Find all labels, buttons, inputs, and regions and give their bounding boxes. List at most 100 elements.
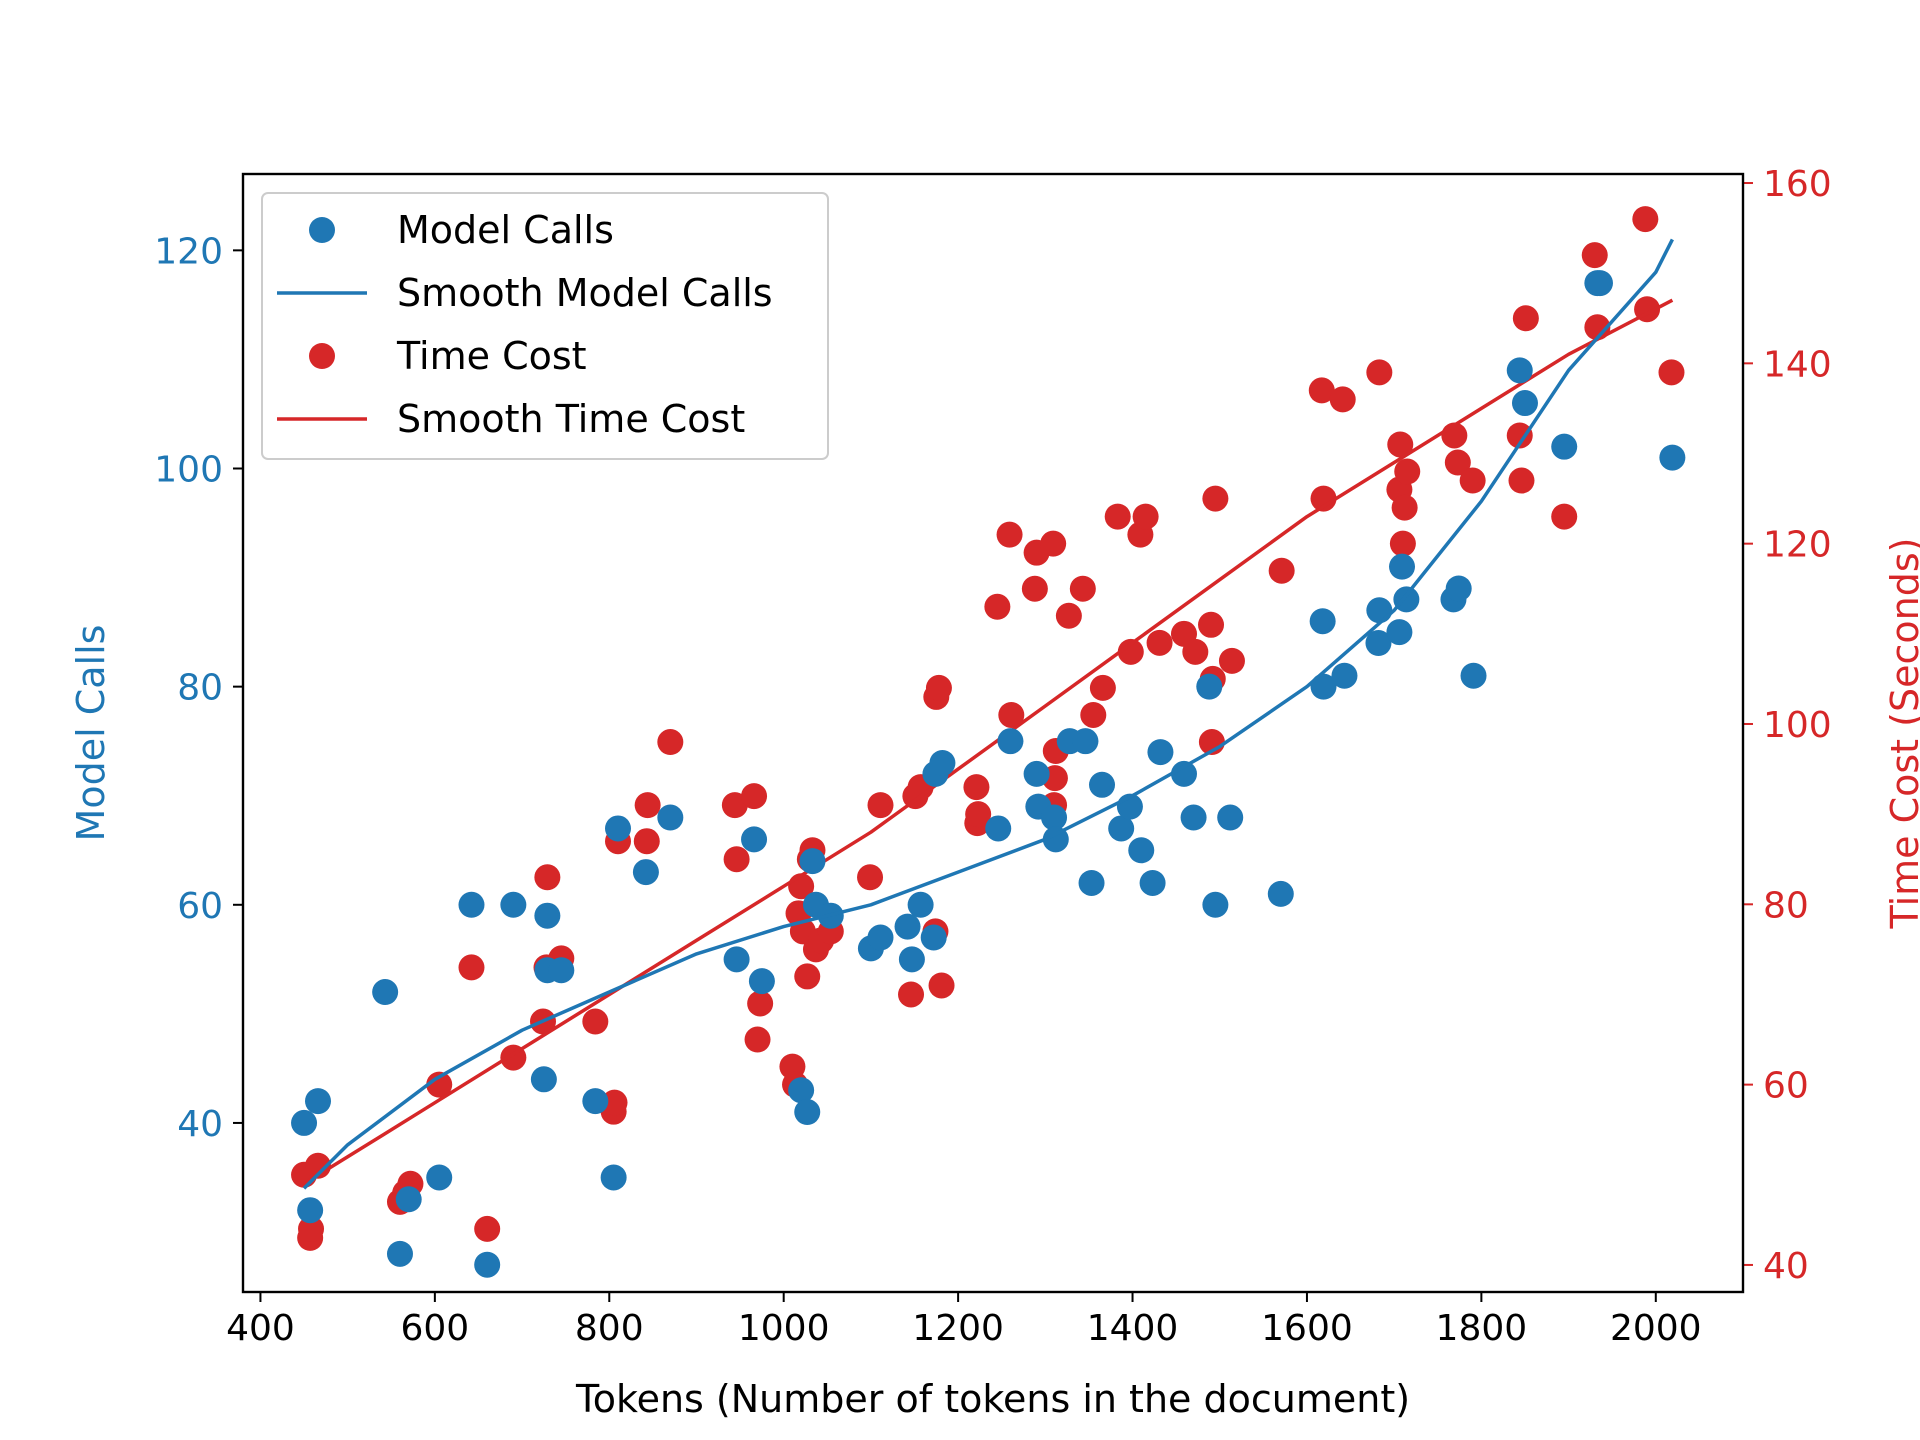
time-cost-point — [298, 1215, 325, 1242]
time-cost-point — [984, 593, 1011, 620]
time-cost-point — [1632, 206, 1659, 233]
model-calls-point — [632, 859, 659, 886]
time-cost-point — [1089, 674, 1116, 701]
model-calls-point — [799, 848, 826, 875]
legend-label-model-calls: Model Calls — [397, 208, 614, 252]
model-calls-point — [1217, 804, 1244, 831]
time-cost-point — [1508, 467, 1535, 494]
model-calls-point — [1586, 270, 1613, 297]
time-cost-point — [1506, 422, 1533, 449]
time-cost-point — [925, 674, 952, 701]
legend-label-smooth-time-cost: Smooth Time Cost — [397, 397, 745, 441]
time-cost-point — [474, 1215, 501, 1242]
model-calls-point — [985, 815, 1012, 842]
model-calls-point — [1180, 804, 1207, 831]
time-cost-point — [867, 792, 894, 819]
model-calls-point — [657, 804, 684, 831]
time-cost-point — [1202, 485, 1229, 512]
x-tick-label: 1200 — [912, 1308, 1004, 1349]
model-calls-point — [1072, 728, 1099, 755]
y-axis-label-right: Time Cost (Seconds) — [1883, 538, 1920, 930]
model-calls-point — [1170, 760, 1197, 787]
x-tick-label: 600 — [401, 1308, 470, 1349]
model-calls-point — [907, 891, 934, 918]
time-cost-point — [1308, 377, 1335, 404]
model-calls-point — [1041, 804, 1068, 831]
model-calls-point — [1202, 891, 1229, 918]
time-cost-point — [1459, 467, 1486, 494]
model-calls-point — [605, 815, 631, 842]
y-left-tick-label: 100 — [154, 449, 223, 490]
legend: Model Calls Smooth Model Calls Time Cost… — [261, 192, 829, 460]
model-calls-point — [1023, 760, 1050, 787]
model-calls-point — [386, 1240, 413, 1267]
time-cost-point — [1389, 530, 1416, 557]
model-calls-point — [305, 1088, 331, 1115]
model-calls-point — [1108, 815, 1135, 842]
y-axis-label-left: Model Calls — [69, 625, 113, 842]
time-cost-point — [1040, 530, 1067, 557]
y-left-tick-label: 80 — [177, 668, 223, 709]
model-calls-point — [1309, 608, 1336, 635]
model-calls-point — [794, 1099, 821, 1126]
x-tick-label: 1600 — [1261, 1308, 1353, 1349]
time-cost-point — [458, 954, 485, 981]
time-cost-point — [426, 1071, 453, 1098]
time-cost-point — [1584, 314, 1611, 341]
legend-marker-model-calls — [309, 217, 335, 243]
legend-box — [261, 192, 829, 460]
model-calls-point — [297, 1197, 324, 1224]
time-cost-point — [741, 783, 768, 810]
x-tick-label: 1400 — [1087, 1308, 1179, 1349]
time-cost-point — [1658, 359, 1685, 386]
time-cost-point — [1551, 503, 1578, 530]
y-right-tick-label: 40 — [1763, 1246, 1809, 1287]
time-cost-point — [998, 701, 1025, 728]
x-tick-label: 800 — [575, 1308, 644, 1349]
model-calls-point — [1196, 673, 1223, 700]
time-cost-point — [1310, 485, 1337, 512]
y-left-tick-label: 40 — [177, 1104, 223, 1145]
model-calls-point — [741, 826, 768, 853]
model-calls-point — [1551, 433, 1578, 460]
model-calls-point — [372, 979, 399, 1006]
model-calls-point — [1511, 390, 1538, 417]
model-calls-point — [929, 749, 956, 776]
time-cost-point — [1329, 386, 1356, 413]
time-cost-point — [1268, 557, 1295, 584]
time-cost-point — [794, 963, 821, 990]
model-calls-point — [1386, 619, 1413, 646]
model-calls-point — [600, 1164, 627, 1191]
model-calls-point — [474, 1251, 501, 1278]
time-cost-point — [1512, 305, 1539, 332]
time-cost-point — [747, 990, 774, 1017]
time-cost-point — [1182, 638, 1209, 665]
time-cost-point — [928, 972, 955, 999]
y-left-tick-label: 60 — [177, 886, 223, 927]
smooth-model-calls-line — [302, 238, 1674, 1190]
time-cost-point — [601, 1089, 628, 1116]
legend-marker-time-cost — [309, 343, 335, 369]
model-calls-point — [1389, 553, 1416, 580]
y-right-tick-label: 120 — [1763, 525, 1832, 566]
model-calls-point — [426, 1164, 453, 1191]
y-right-tick-label: 160 — [1763, 164, 1832, 205]
model-calls-point — [788, 1077, 815, 1104]
model-calls-point — [291, 1109, 318, 1136]
model-calls-point — [1147, 739, 1174, 766]
time-cost-point — [582, 1008, 609, 1035]
time-cost-point — [1146, 629, 1173, 656]
time-cost-point — [1394, 458, 1421, 485]
model-calls-point — [723, 946, 750, 973]
model-calls-point — [530, 1066, 557, 1093]
plot-frame — [241, 172, 1745, 1294]
time-cost-point — [744, 1026, 771, 1053]
y-right-tick-label: 100 — [1763, 705, 1832, 746]
model-calls-point — [1445, 575, 1472, 602]
y-left-tick-label: 120 — [154, 231, 223, 272]
y-right-tick-label: 140 — [1763, 344, 1832, 385]
model-calls-point — [1506, 357, 1533, 384]
model-calls-point — [748, 968, 775, 995]
model-calls-point — [458, 891, 485, 918]
